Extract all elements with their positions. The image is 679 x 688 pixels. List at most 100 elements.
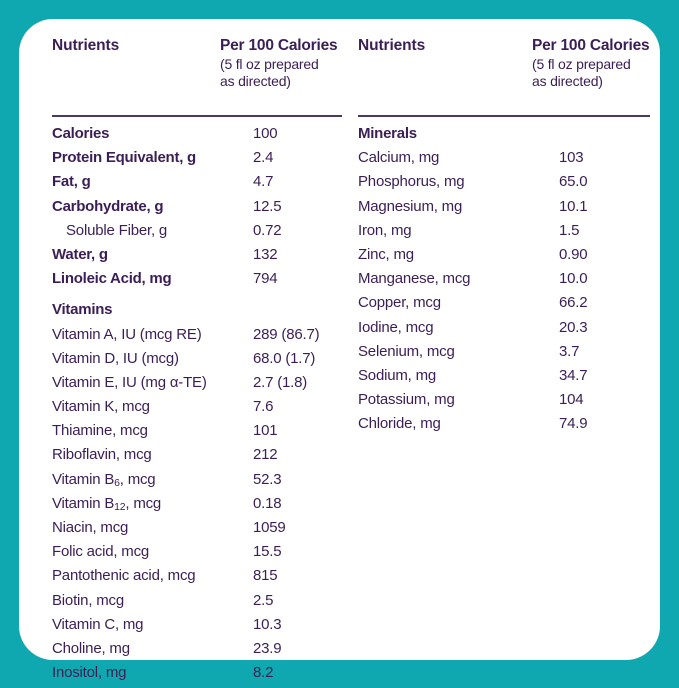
nutrient-label: Potassium, mg [358,391,455,409]
nutrient-label: Sodium, mg [358,366,437,384]
nutrient-label: Water, g [52,245,108,263]
table-header-right: Nutrients Per 100 Calories (5 fl oz prep… [358,31,650,117]
nutrient-value: 3.7 [559,342,580,360]
column-header-per-calories: Per 100 Calories (5 fl oz prepared as di… [532,37,650,89]
per-sub-line-1: (5 fl oz prepared [220,56,319,72]
nutrient-value: 12.5 [253,197,282,215]
nutrient-label: Vitamin A, IU (mcg RE) [52,325,202,343]
section-heading-row: Minerals [358,125,650,149]
nutrient-label-subscript: 12 [114,500,126,513]
nutrient-row: Chloride, mg 74.9 [358,415,650,439]
nutrient-value: 103 [559,149,584,167]
nutrient-label: Magnesium, mg [358,197,463,215]
nutrient-label: Soluble Fiber, g [66,221,168,239]
nutrition-panel: Nutrients Per 100 Calories (5 fl oz prep… [19,19,660,681]
column-header-nutrients: Nutrients [358,37,426,54]
nutrient-label: Linoleic Acid, mg [52,270,172,288]
column-header-per-calories-main: Per 100 Calories [220,37,338,54]
nutrient-row: Protein Equivalent, g 2.4 [52,149,342,173]
nutrient-label: Manganese, mcg [358,270,471,288]
row-spacer [52,294,342,301]
nutrient-row: Water, g 132 [52,246,342,270]
nutrient-label: Zinc, mg [358,245,414,263]
nutrient-row: Vitamin C, mg 10.3 [52,616,342,640]
nutrient-label: Vitamin C, mg [52,615,144,633]
nutrient-row: Niacin, mcg 1059 [52,519,342,543]
nutrient-row: Selenium, mcg 3.7 [358,343,650,367]
nutrient-row: Pantothenic acid, mcg 815 [52,567,342,591]
nutrient-label: Calories [52,125,110,142]
nutrient-value: 66.2 [559,294,588,312]
nutrient-label: Vitamin E, IU (mg α-TE) [52,373,207,391]
nutrient-row: Linoleic Acid, mg 794 [52,270,342,294]
nutrient-value: 2.7 (1.8) [253,373,308,391]
per-sub-line-2: as directed) [532,72,603,89]
nutrient-value: 0.90 [559,245,588,263]
nutrient-value: 23.9 [253,639,282,657]
nutrient-row: Soluble Fiber, g 0.72 [52,222,342,246]
nutrient-label: Vitamin B12, mcg [52,494,162,513]
nutrient-label: Vitamin D, IU (mcg) [52,349,179,367]
nutrient-value: 20.3 [559,318,588,336]
nutrient-value: 68.0 (1.7) [253,349,316,367]
nutrient-row: Vitamin B12, mcg 0.18 [52,495,342,519]
nutrient-label: Protein Equivalent, g [52,149,196,167]
nutrient-value: 15.5 [253,543,282,561]
column-header-per-calories-sub: (5 fl oz prepared as directed) [220,56,337,89]
section-heading-label: Minerals [358,125,417,142]
nutrient-value: 2.4 [253,149,274,167]
nutrient-row: Sodium, mg 34.7 [358,367,650,391]
nutrient-row: Choline, mg 23.9 [52,640,342,664]
nutrient-label: Selenium, mcg [358,342,455,360]
nutrient-row: Folic acid, mcg 15.5 [52,543,342,567]
nutrient-value: 65.0 [559,173,588,191]
nutrition-column-right: Nutrients Per 100 Calories (5 fl oz prep… [358,31,650,432]
nutrient-value: 1059 [253,519,286,536]
nutrient-value: 0.72 [253,221,282,239]
nutrient-value: 289 (86.7) [253,325,320,343]
nutrient-label: Phosphorus, mg [358,173,465,191]
table-header-left: Nutrients Per 100 Calories (5 fl oz prep… [52,31,342,117]
nutrient-value: 7.6 [253,398,274,416]
nutrient-row: Calories 100 [52,125,342,149]
nutrient-value: 1.5 [559,221,580,239]
nutrient-label: Carbohydrate, g [52,197,164,215]
nutrient-row: Riboflavin, mcg 212 [52,446,342,470]
nutrient-value: 212 [253,446,278,464]
nutrient-row: Inositol, mg 8.2 [52,664,342,688]
nutrient-label: Biotin, mcg [52,591,124,609]
nutrition-column-left: Nutrients Per 100 Calories (5 fl oz prep… [52,31,342,681]
nutrient-row: Biotin, mcg 2.5 [52,592,342,616]
nutrient-row: Phosphorus, mg 65.0 [358,173,650,197]
nutrient-label: Pantothenic acid, mcg [52,567,196,585]
nutrient-label: Vitamin K, mcg [52,398,150,416]
nutrient-label: Folic acid, mcg [52,543,150,561]
nutrient-label: Iron, mg [358,221,412,239]
nutrient-value: 10.0 [559,270,588,288]
column-header-per-calories: Per 100 Calories (5 fl oz prepared as di… [220,37,338,89]
nutrient-row: Vitamin D, IU (mcg) 68.0 (1.7) [52,350,342,374]
nutrient-row: Magnesium, mg 10.1 [358,198,650,222]
nutrient-row: Carbohydrate, g 12.5 [52,198,342,222]
nutrient-row: Vitamin E, IU (mg α-TE) 2.7 (1.8) [52,374,342,398]
nutrient-label: Iodine, mcg [358,318,434,336]
nutrient-value: 0.18 [253,494,282,512]
nutrient-value: 794 [253,270,278,288]
nutrient-value: 132 [253,245,278,263]
nutrient-row: Vitamin B6, mcg 52.3 [52,471,342,495]
nutrient-value: 34.7 [559,366,588,384]
nutrient-row: Iron, mg 1.5 [358,222,650,246]
nutrient-value: 10.1 [559,197,588,215]
nutrient-value: 74.9 [559,415,588,433]
column-header-nutrients: Nutrients [52,37,120,54]
nutrient-row: Vitamin K, mcg 7.6 [52,398,342,422]
nutrient-label: Calcium, mg [358,149,440,167]
nutrient-row: Potassium, mg 104 [358,391,650,415]
nutrient-label: Vitamin B6, mcg [52,470,156,489]
nutrient-label: Riboflavin, mcg [52,446,152,464]
nutrient-value: 815 [253,567,278,585]
column-header-per-calories-sub: (5 fl oz prepared as directed) [532,56,649,89]
nutrient-label: Choline, mg [52,639,130,657]
nutrient-value: 52.3 [253,470,282,488]
nutrient-rows-left: Calories 100 Protein Equivalent, g 2.4 Fat, … [52,125,342,688]
